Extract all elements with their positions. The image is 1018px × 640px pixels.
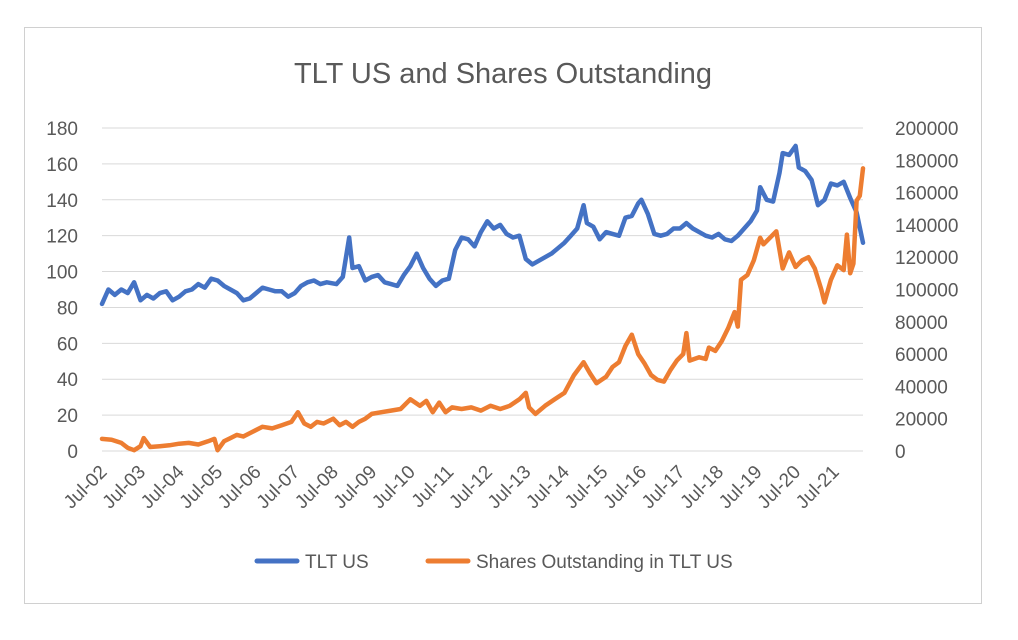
x-tick-label: Jul-10 (368, 462, 419, 513)
x-tick-label: Jul-15 (561, 462, 612, 513)
x-tick-label: Jul-12 (445, 462, 496, 513)
left-tick-label: 20 (57, 406, 78, 427)
right-tick-label: 140000 (895, 216, 958, 237)
series-line-tlt-us (99, 143, 866, 307)
x-tick-label: Jul-07 (253, 462, 304, 513)
series-line-shares-outstanding (99, 166, 866, 453)
chart-frame: TLT US and Shares Outstanding 0 20 40 60 80 1… (24, 27, 982, 604)
left-tick-label: 160 (46, 155, 78, 176)
x-tick-label: Jul-14 (522, 461, 574, 513)
x-tick-label: Jul-13 (484, 462, 535, 513)
chart-title: TLT US and Shares Outstanding (294, 58, 712, 90)
left-axis-ticks: 0 20 40 60 80 100 120 140 160 180 (46, 119, 78, 463)
right-tick-label: 20000 (895, 410, 948, 431)
series-layer (99, 143, 866, 453)
legend-label: Shares Outstanding in TLT US (476, 552, 733, 573)
left-tick-label: 140 (46, 191, 78, 212)
x-tick-label: Jul-03 (99, 462, 150, 513)
right-tick-label: 120000 (895, 248, 958, 269)
left-tick-label: 80 (57, 298, 78, 319)
x-axis-ticks: Jul-02Jul-03Jul-04Jul-05Jul-06Jul-07Jul-… (60, 461, 844, 513)
x-tick-label: Jul-04 (137, 461, 189, 513)
x-tick-label: Jul-16 (600, 462, 651, 513)
x-tick-label: Jul-05 (176, 462, 227, 513)
x-tick-label: Jul-09 (330, 462, 381, 513)
right-tick-label: 80000 (895, 313, 948, 334)
right-tick-label: 200000 (895, 119, 958, 140)
x-tick-label: Jul-20 (754, 462, 805, 513)
gridlines (102, 127, 863, 452)
x-tick-label: Jul-19 (715, 462, 766, 513)
combo-line-chart: TLT US and Shares Outstanding 0 20 40 60 80 1… (46, 58, 958, 573)
x-tick-label: Jul-17 (638, 462, 689, 513)
x-tick-label: Jul-08 (291, 462, 342, 513)
x-tick-label: Jul-06 (214, 462, 265, 513)
right-tick-label: 100000 (895, 281, 958, 302)
left-tick-label: 60 (57, 334, 78, 355)
left-tick-label: 120 (46, 227, 78, 248)
left-tick-label: 0 (67, 442, 78, 463)
right-axis-ticks: 0 20000 40000 60000 80000 100000 120000 140000 1… (895, 119, 958, 463)
legend: TLT US Shares Outstanding in TLT US (254, 552, 733, 573)
right-tick-label: 60000 (895, 345, 948, 366)
right-tick-label: 0 (895, 442, 906, 463)
left-tick-label: 40 (57, 370, 78, 391)
right-tick-label: 160000 (895, 184, 958, 205)
right-tick-label: 180000 (895, 151, 958, 172)
right-tick-label: 40000 (895, 377, 948, 398)
legend-label: TLT US (305, 552, 369, 573)
left-tick-label: 180 (46, 119, 78, 140)
left-tick-label: 100 (46, 263, 78, 284)
x-tick-label: Jul-02 (60, 462, 111, 513)
x-tick-label: Jul-21 (792, 462, 843, 513)
x-tick-label: Jul-18 (677, 462, 728, 513)
